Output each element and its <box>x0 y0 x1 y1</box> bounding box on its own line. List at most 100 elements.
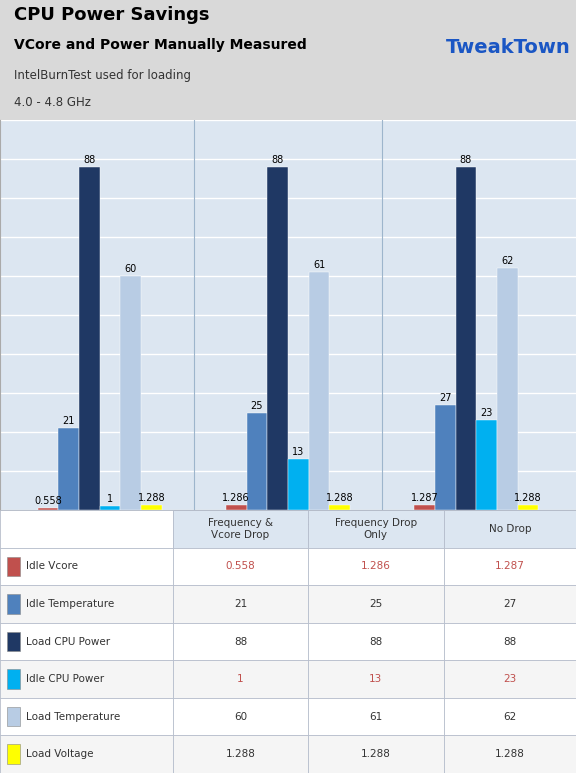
Text: Idle Vcore: Idle Vcore <box>26 561 78 571</box>
Text: 88: 88 <box>84 155 96 165</box>
Text: 1.288: 1.288 <box>495 749 525 759</box>
Bar <box>0 735 173 773</box>
Bar <box>0 585 173 623</box>
Text: 21: 21 <box>63 416 75 426</box>
Bar <box>444 735 576 773</box>
Text: 1: 1 <box>107 494 113 504</box>
Text: TweakTown: TweakTown <box>445 39 570 57</box>
Text: 60: 60 <box>124 264 137 274</box>
Bar <box>267 167 288 510</box>
Text: Load Voltage: Load Voltage <box>26 749 94 759</box>
Bar <box>7 594 20 614</box>
Bar <box>173 698 308 735</box>
Text: 21: 21 <box>234 599 247 609</box>
Bar <box>444 585 576 623</box>
Bar <box>444 548 576 585</box>
Text: 1.288: 1.288 <box>361 749 391 759</box>
Bar <box>435 405 456 510</box>
Text: 62: 62 <box>501 256 513 266</box>
Text: 1.288: 1.288 <box>326 493 354 503</box>
Bar <box>58 428 79 510</box>
Text: 27: 27 <box>503 599 517 609</box>
Text: 88: 88 <box>460 155 472 165</box>
Text: 25: 25 <box>369 599 382 609</box>
Bar <box>7 557 20 576</box>
Bar <box>309 272 329 510</box>
Bar <box>7 707 20 727</box>
Bar <box>37 508 58 510</box>
Text: VCore and Power Manually Measured: VCore and Power Manually Measured <box>14 39 307 53</box>
Text: No Drop: No Drop <box>488 524 531 534</box>
Text: 23: 23 <box>503 674 517 684</box>
Bar <box>308 548 444 585</box>
Text: 1.288: 1.288 <box>226 749 255 759</box>
Text: 1.287: 1.287 <box>411 493 438 503</box>
Bar <box>414 506 435 510</box>
Bar <box>444 510 576 548</box>
Bar <box>308 510 444 548</box>
Bar <box>0 548 173 585</box>
Bar <box>7 744 20 764</box>
Text: 27: 27 <box>439 393 452 403</box>
Text: 0.558: 0.558 <box>34 496 62 506</box>
Bar <box>444 698 576 735</box>
Bar <box>173 585 308 623</box>
Text: Idle CPU Power: Idle CPU Power <box>26 674 105 684</box>
Bar <box>173 548 308 585</box>
Bar <box>308 623 444 660</box>
Text: 88: 88 <box>271 155 284 165</box>
Text: 23: 23 <box>480 408 493 418</box>
Bar <box>444 623 576 660</box>
Bar <box>0 698 173 735</box>
Bar <box>120 276 141 510</box>
Bar <box>329 505 350 510</box>
Text: 61: 61 <box>313 260 325 270</box>
Bar <box>141 505 162 510</box>
Bar <box>173 660 308 698</box>
Bar <box>497 268 518 510</box>
Text: 13: 13 <box>369 674 382 684</box>
Bar <box>226 506 247 510</box>
Bar <box>173 510 308 548</box>
Text: Load CPU Power: Load CPU Power <box>26 637 111 646</box>
Text: 88: 88 <box>369 637 382 646</box>
Bar <box>247 413 267 510</box>
Bar <box>79 167 100 510</box>
Text: 62: 62 <box>503 712 517 722</box>
Bar <box>100 506 120 510</box>
Bar <box>476 421 497 510</box>
Text: 1.286: 1.286 <box>361 561 391 571</box>
Bar <box>444 660 576 698</box>
Bar <box>288 459 309 510</box>
Bar <box>173 735 308 773</box>
Bar <box>7 669 20 689</box>
Bar <box>173 623 308 660</box>
Text: 4.0 - 4.8 GHz: 4.0 - 4.8 GHz <box>14 96 92 109</box>
Text: 0.558: 0.558 <box>226 561 255 571</box>
Text: CPU Power Savings: CPU Power Savings <box>14 6 210 24</box>
Text: Idle Temperature: Idle Temperature <box>26 599 115 609</box>
Text: 13: 13 <box>292 448 305 458</box>
Text: 88: 88 <box>234 637 247 646</box>
Text: 88: 88 <box>503 637 517 646</box>
Text: 61: 61 <box>369 712 382 722</box>
Text: 1.288: 1.288 <box>514 493 542 503</box>
Text: Load Temperature: Load Temperature <box>26 712 121 722</box>
Text: 25: 25 <box>251 400 263 410</box>
Text: 60: 60 <box>234 712 247 722</box>
Bar <box>456 167 476 510</box>
Bar <box>308 660 444 698</box>
Bar <box>7 632 20 652</box>
Text: 1.286: 1.286 <box>222 493 250 503</box>
Text: 1.287: 1.287 <box>495 561 525 571</box>
Bar <box>308 585 444 623</box>
Text: 1.288: 1.288 <box>138 493 165 503</box>
Bar <box>518 505 539 510</box>
Text: Frequency Drop
Only: Frequency Drop Only <box>335 518 417 540</box>
Text: IntelBurnTest used for loading: IntelBurnTest used for loading <box>14 70 191 83</box>
Text: 1: 1 <box>237 674 244 684</box>
Bar <box>308 698 444 735</box>
Text: Frequency &
Vcore Drop: Frequency & Vcore Drop <box>208 518 273 540</box>
Bar <box>0 510 173 548</box>
Bar <box>0 660 173 698</box>
